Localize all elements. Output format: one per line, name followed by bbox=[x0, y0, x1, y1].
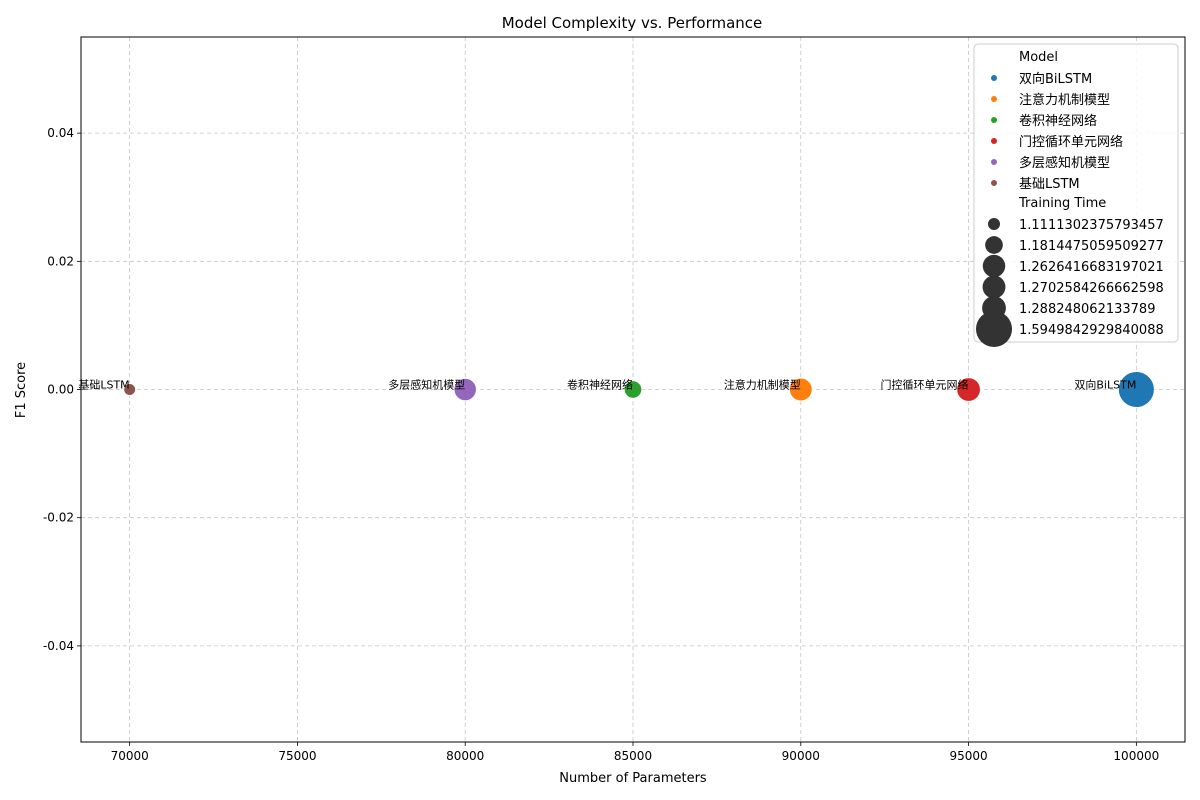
point-labels: 双向BiLSTM 注意力机制模型 卷积神经网络 门控循环单元网络 多层感知机模型 基础LS… bbox=[78, 378, 1136, 392]
legend-hue-title: Model bbox=[1019, 50, 1058, 65]
y-tick-label: 0.02 bbox=[47, 254, 74, 268]
x-tick-label: 85000 bbox=[614, 749, 652, 763]
y-axis-label: F1 Score bbox=[14, 362, 29, 418]
scatter-point bbox=[453, 377, 477, 402]
legend-hue-marker bbox=[991, 180, 997, 186]
x-tick-label: 70000 bbox=[111, 749, 149, 763]
legend-size-marker bbox=[975, 310, 1013, 348]
x-axis-ticks: 70000 75000 80000 85000 90000 95000 100000 bbox=[111, 742, 1159, 763]
legend-hue-marker bbox=[991, 75, 997, 81]
legend-size-entries: 1.1111302375793457 1.1814475059509277 1.26… bbox=[975, 217, 1164, 348]
data-points bbox=[123, 370, 1155, 409]
legend-size-marker bbox=[982, 254, 1006, 278]
legend-hue-label: 基础LSTM bbox=[1019, 177, 1080, 192]
y-tick-label: 0.04 bbox=[47, 126, 74, 140]
scatter-point bbox=[1117, 370, 1155, 409]
legend-size-marker bbox=[985, 236, 1003, 254]
legend-box bbox=[973, 43, 1179, 343]
y-tick-label: 0.00 bbox=[47, 383, 74, 397]
legend-hue-label: 双向BiLSTM bbox=[1019, 71, 1092, 87]
x-tick-label: 100000 bbox=[1113, 749, 1159, 763]
point-label: 卷积神经网络 bbox=[567, 378, 633, 392]
legend-size-marker bbox=[982, 275, 1006, 299]
legend-hue-label: 注意力机制模型 bbox=[1019, 92, 1110, 108]
legend-hue-marker bbox=[991, 117, 997, 123]
legend-size-marker bbox=[987, 217, 1001, 231]
legend-size-label: 1.2702584266662598 bbox=[1019, 281, 1164, 296]
point-label: 门控循环单元网络 bbox=[881, 378, 969, 392]
legend-size-label: 1.2626416683197021 bbox=[1019, 260, 1164, 275]
legend-hue-label: 多层感知机模型 bbox=[1019, 155, 1110, 171]
scatter-point bbox=[623, 380, 643, 399]
scatter-point bbox=[123, 382, 137, 397]
x-tick-label: 80000 bbox=[446, 749, 484, 763]
legend-hue-label: 门控循环单元网络 bbox=[1019, 134, 1123, 150]
legend-size-label: 1.1814475059509277 bbox=[1019, 239, 1164, 254]
scatter-point bbox=[788, 377, 813, 402]
y-tick-label: -0.04 bbox=[43, 639, 74, 653]
x-tick-label: 75000 bbox=[278, 749, 316, 763]
legend: Model 双向BiLSTM 注意力机制模型卷积神经网络门控循环单元网络多层感知机… bbox=[973, 43, 1179, 348]
legend-size-label: 1.288248062133789 bbox=[1019, 302, 1155, 317]
y-tick-label: -0.02 bbox=[43, 511, 74, 525]
point-label: 双向BiLSTM bbox=[1074, 378, 1136, 392]
point-label: 多层感知机模型 bbox=[388, 378, 465, 392]
chart-title: Model Complexity vs. Performance bbox=[502, 14, 763, 32]
point-label: 基础LSTM bbox=[78, 379, 129, 392]
y-axis-ticks: -0.04 -0.02 0.00 0.02 0.04 bbox=[43, 126, 81, 653]
plot-frame bbox=[80, 36, 1186, 743]
x-tick-label: 90000 bbox=[782, 749, 820, 763]
legend-hue-label: 卷积神经网络 bbox=[1019, 113, 1097, 129]
legend-hue-marker bbox=[991, 96, 997, 102]
legend-size-label: 1.5949842929840088 bbox=[1019, 323, 1164, 338]
legend-size-title: Training Time bbox=[1018, 196, 1106, 211]
x-axis-label: Number of Parameters bbox=[559, 771, 707, 786]
legend-hue-entries: 双向BiLSTM 注意力机制模型卷积神经网络门控循环单元网络多层感知机模型基础LS… bbox=[991, 71, 1123, 192]
legend-size-label: 1.1111302375793457 bbox=[1019, 218, 1164, 233]
scatter-point bbox=[956, 377, 981, 402]
legend-hue-marker bbox=[991, 159, 997, 165]
x-tick-label: 95000 bbox=[949, 749, 987, 763]
point-label: 注意力机制模型 bbox=[724, 378, 801, 392]
legend-hue-marker bbox=[991, 138, 997, 144]
